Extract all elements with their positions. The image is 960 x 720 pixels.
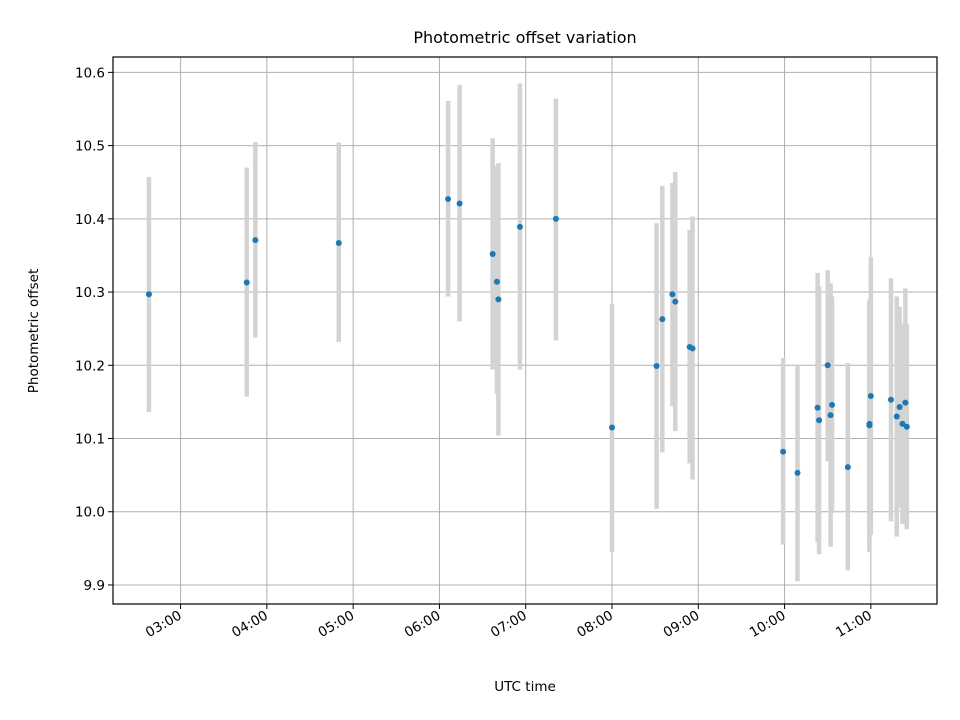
x-tick-label: 10:00	[747, 608, 789, 641]
data-point	[844, 464, 851, 471]
data-point	[489, 250, 496, 257]
data-point	[829, 401, 836, 408]
y-axis-ticks: 9.9 10.0 10.1 10.2 10.3 10.4 10.5 10.6	[75, 65, 113, 594]
x-axis-ticks: 03:00 04:00 05:00 06:00 07:00 08:00 09:00 10:00…	[143, 604, 875, 641]
x-axis-label: UTC time	[494, 679, 556, 695]
data-point	[456, 200, 463, 207]
x-tick-label: 04:00	[229, 608, 271, 641]
data-point	[780, 448, 787, 455]
x-tick-label: 09:00	[661, 608, 703, 641]
data-point	[903, 423, 910, 430]
data-points	[145, 196, 910, 476]
data-point	[516, 223, 523, 230]
data-point	[824, 362, 831, 369]
axes-frame	[112, 56, 938, 605]
data-point	[902, 399, 909, 406]
data-point	[445, 196, 452, 203]
data-point	[252, 237, 259, 244]
data-point	[887, 396, 894, 403]
y-tick-label: 10.3	[75, 285, 105, 301]
data-point	[827, 412, 834, 419]
x-tick-label: 05:00	[315, 608, 357, 641]
data-point	[552, 215, 559, 222]
data-point	[659, 316, 666, 323]
data-point	[814, 404, 821, 411]
data-point	[493, 278, 500, 285]
data-point	[609, 424, 616, 431]
y-tick-label: 10.1	[75, 432, 105, 448]
x-tick-label: 07:00	[488, 608, 530, 641]
y-tick-label: 10.2	[75, 358, 105, 374]
y-tick-label: 9.9	[84, 578, 105, 594]
data-point	[896, 404, 903, 411]
grid	[113, 57, 937, 604]
data-point	[893, 413, 900, 420]
error-bars	[146, 83, 910, 582]
data-point	[335, 239, 342, 246]
data-point	[866, 420, 873, 427]
data-point	[672, 298, 679, 305]
y-tick-label: 10.0	[75, 505, 105, 521]
x-tick-label: 03:00	[143, 608, 185, 641]
plot-area	[112, 56, 938, 605]
x-tick-label: 06:00	[402, 608, 444, 641]
data-point	[899, 420, 906, 427]
data-point	[653, 363, 660, 370]
x-tick-label: 11:00	[833, 608, 875, 641]
data-point	[243, 279, 250, 286]
x-tick-label: 08:00	[574, 608, 616, 641]
y-tick-label: 10.4	[75, 212, 105, 228]
data-point	[816, 417, 823, 424]
data-point	[495, 296, 502, 303]
data-point	[145, 291, 152, 298]
y-axis-label: Photometric offset	[26, 269, 42, 393]
data-point	[669, 291, 676, 298]
data-point	[689, 345, 696, 352]
data-point	[867, 393, 874, 400]
y-tick-label: 10.6	[75, 65, 105, 81]
data-point	[794, 469, 801, 476]
chart-title: Photometric offset variation	[413, 28, 636, 47]
y-tick-label: 10.5	[75, 139, 105, 155]
